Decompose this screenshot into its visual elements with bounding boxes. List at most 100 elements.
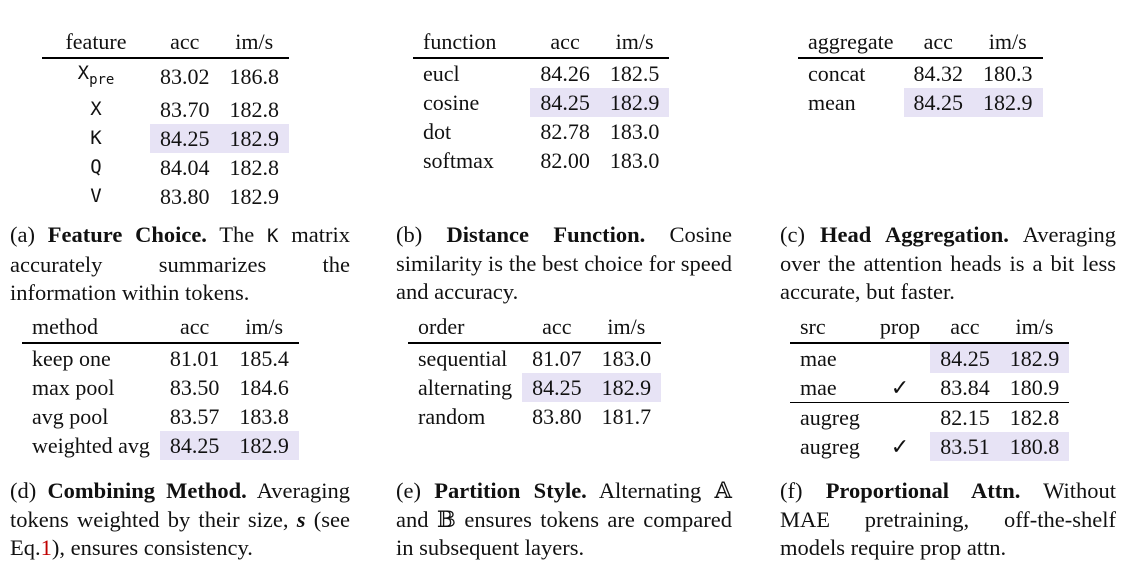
col-header: acc: [903, 26, 973, 59]
ims-cell: 183.0: [601, 346, 652, 371]
acc-cell: 83.70: [160, 96, 210, 122]
caption-tag: (b): [396, 222, 423, 247]
caption-text: and: [396, 506, 429, 532]
col-header: acc: [522, 311, 592, 344]
src-cell: mae: [800, 346, 837, 371]
caption-title: Distance Function.: [446, 222, 646, 247]
prop-checkmark: ✓: [890, 375, 910, 400]
name-cell: softmax: [423, 148, 494, 173]
acc-cell: 84.25: [530, 88, 600, 117]
caption-text: matrix accurately summarizes the informa…: [10, 222, 350, 305]
feature-cell: K: [90, 126, 102, 149]
table-row: augreg ✓ 83.51 180.8: [790, 432, 1070, 461]
name-cell: sequential: [418, 346, 508, 371]
ims-cell: 183.0: [609, 148, 660, 173]
prop-cell: [869, 402, 931, 432]
table-d-combining-method: method acc im/s keep one 81.01 185.4 max…: [22, 311, 299, 460]
table-e-partition-style: order acc im/s sequential 81.07 183.0 al…: [408, 311, 662, 431]
name-cell: mean: [808, 90, 856, 115]
table-row: eucl 84.26 182.5: [413, 58, 669, 88]
table-row: cosine 84.25 182.9: [413, 88, 670, 117]
caption-text: ), ensures consistency.: [51, 535, 253, 560]
table-row: X 83.70 182.8: [42, 95, 289, 124]
table-row: keep one 81.01 185.4: [22, 343, 299, 373]
table-row: dot 82.78 183.0: [413, 117, 669, 146]
table-a-feature-choice: feature acc im/s Xpre 83.02 186.8 X 83.7…: [42, 26, 289, 211]
caption-text: (see Eq.: [10, 506, 351, 561]
ims-cell: 182.9: [219, 123, 289, 153]
table-row: Q 84.04 182.8: [42, 153, 289, 182]
feature-subscript: pre: [89, 71, 115, 88]
equation-ref-link[interactable]: 1: [40, 535, 52, 560]
table-row: sequential 81.07 183.0: [408, 343, 661, 373]
caption-text: The: [219, 222, 255, 247]
table-row: concat 84.32 180.3: [798, 58, 1043, 88]
caption-text: ensures tokens are compared in subsequen…: [396, 506, 733, 561]
col-header: acc: [159, 311, 230, 344]
ims-cell: 186.8: [229, 64, 280, 90]
set-b-symbol: 𝔹: [436, 506, 456, 532]
table-row: mean 84.25 182.9: [798, 88, 1043, 117]
acc-cell: 84.26: [540, 61, 590, 86]
ims-cell: 184.6: [239, 375, 289, 400]
caption-text: Averaging over the attention heads is a …: [780, 222, 1116, 304]
acc-cell: 83.50: [169, 375, 220, 400]
src-cell: mae: [800, 375, 837, 400]
col-header: acc: [930, 311, 1000, 344]
ims-cell: 182.5: [609, 61, 660, 86]
ims-cell: 185.4: [239, 346, 289, 371]
caption-a: (a) Feature Choice. The K matrix accurat…: [10, 221, 350, 308]
prop-checkmark: ✓: [890, 434, 910, 459]
acc-cell: 82.00: [540, 148, 590, 173]
col-header: im/s: [229, 311, 299, 344]
acc-cell: 83.84: [940, 375, 990, 400]
caption-title: Feature Choice.: [47, 222, 207, 247]
name-cell: max pool: [32, 375, 115, 400]
col-header: function: [413, 26, 531, 59]
acc-cell: 83.57: [169, 404, 220, 429]
ims-cell: 182.9: [599, 88, 670, 117]
caption-b: (b) Distance Function. Cosine similarity…: [396, 221, 732, 307]
name-cell: alternating: [418, 375, 513, 400]
caption-k-symbol: K: [267, 225, 279, 247]
col-header: im/s: [999, 311, 1070, 344]
ims-cell: 182.8: [999, 402, 1070, 432]
caption-c: (c) Head Aggregation. Averaging over the…: [780, 221, 1116, 307]
acc-cell: 81.01: [169, 346, 220, 371]
col-header: im/s: [599, 26, 670, 59]
caption-text: Without MAE pretraining, off-the-shelf m…: [780, 478, 1116, 560]
acc-cell: 84.25: [159, 431, 230, 460]
ims-cell: 182.9: [973, 88, 1043, 117]
col-header: im/s: [973, 26, 1043, 59]
table-row: random 83.80 181.7: [408, 402, 661, 431]
col-header: im/s: [219, 26, 289, 59]
col-header: src: [790, 311, 870, 344]
acc-cell: 84.04: [160, 154, 210, 180]
feature-cell: X: [77, 62, 90, 84]
ims-cell: 180.3: [983, 61, 1033, 86]
caption-text: Alternating: [598, 478, 702, 503]
caption-e: (e) Partition Style. Alternating 𝔸 and 𝔹…: [396, 477, 732, 563]
table-row: Xpre 83.02 186.8: [42, 58, 289, 95]
caption-tag: (e): [396, 478, 421, 503]
acc-cell: 82.15: [930, 402, 1000, 432]
caption-title: Proportional Attn.: [825, 478, 1021, 503]
caption-tag: (a): [10, 222, 35, 247]
table-row: mae 84.25 182.9: [790, 343, 1070, 373]
table-row: weighted avg 84.25 182.9: [22, 431, 299, 460]
name-cell: avg pool: [32, 404, 109, 429]
name-cell: cosine: [423, 90, 480, 115]
ims-cell: 180.8: [999, 432, 1070, 461]
table-row: V 83.80 182.9: [42, 182, 289, 211]
col-header: im/s: [591, 311, 662, 344]
col-header: prop: [869, 311, 931, 344]
ims-cell: 182.8: [229, 96, 280, 122]
name-cell: concat: [808, 61, 866, 86]
acc-cell: 84.25: [150, 123, 220, 153]
table-f-proportional-attn: src prop acc im/s mae 84.25 182.9 mae ✓ …: [790, 311, 1070, 461]
acc-cell: 83.02: [160, 64, 210, 90]
ims-cell: 182.9: [591, 373, 662, 402]
prop-cell: [870, 343, 930, 373]
col-header: aggregate: [798, 26, 904, 59]
ims-cell: 182.9: [229, 431, 299, 460]
